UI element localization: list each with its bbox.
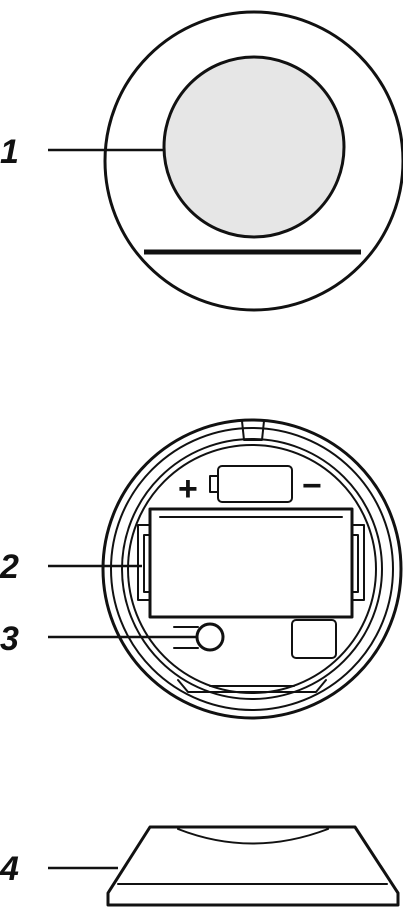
battery-minus-sign: − (302, 467, 322, 505)
callout-1-number: 1 (0, 133, 19, 171)
battery-polarity-body (217, 465, 293, 503)
left-battery-clip (137, 524, 151, 601)
right-battery-clip (351, 524, 365, 601)
bottom-tab (177, 679, 327, 693)
front-housing (103, 10, 403, 312)
side-view (106, 825, 400, 907)
side-profile-body (106, 825, 400, 907)
sensor-lens (162, 55, 346, 239)
back-view: + − (101, 418, 403, 720)
front-view (103, 10, 403, 312)
callout-2-number: 2 (0, 548, 19, 586)
right-battery-clip-inner (351, 534, 359, 593)
callout-4-number: 4 (0, 850, 19, 888)
test-button (195, 622, 225, 652)
side-lens-dome (177, 828, 329, 845)
back-inner-ring (121, 438, 383, 700)
back-inner-rim (110, 427, 394, 711)
top-notch (241, 420, 265, 441)
battery-compartment (148, 507, 354, 619)
callout-3-number: 3 (0, 620, 19, 658)
left-battery-clip-inner (143, 534, 151, 593)
battery-polarity-tip (209, 475, 219, 493)
back-inner-ring-2 (127, 444, 377, 694)
battery-plus-sign: + (178, 470, 198, 508)
square-pad (291, 619, 337, 659)
back-outer-rim (101, 418, 403, 720)
